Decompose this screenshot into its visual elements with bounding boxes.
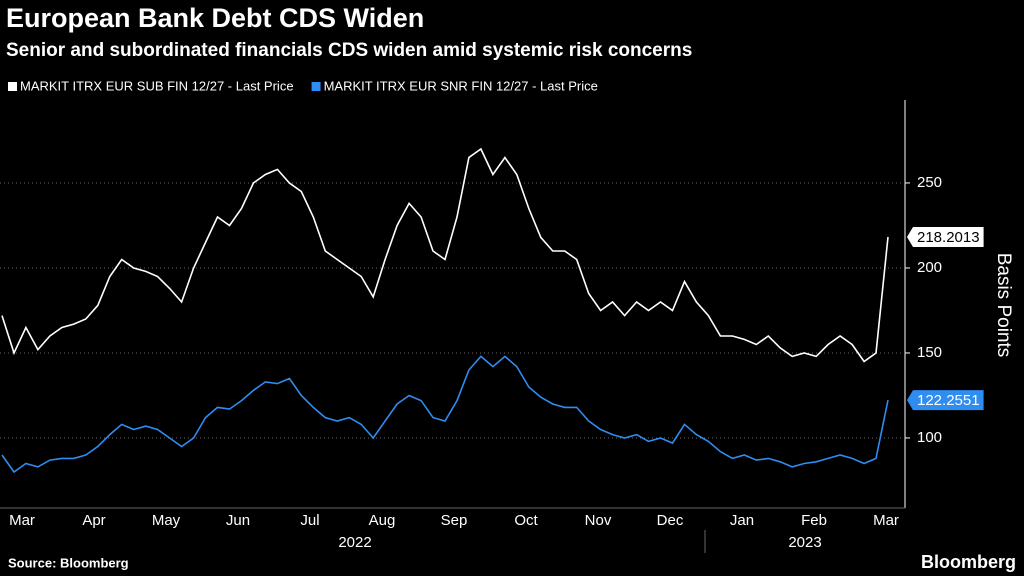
y-axis-label: Basis Points: [993, 253, 1014, 358]
legend-swatch: [8, 82, 17, 91]
line: [1, 147, 889, 363]
last-value-label: 122.2551: [917, 392, 980, 409]
y-tick-label: 150: [917, 344, 942, 361]
line: [1, 355, 889, 474]
y-tick-label: 200: [917, 259, 942, 276]
x-tick-label: Jan: [730, 512, 754, 529]
x-tick-label: Dec: [657, 512, 684, 529]
last-value-box: [907, 390, 984, 411]
legend-label: MARKIT ITRX EUR SNR FIN 12/27 - Last Pri…: [324, 78, 598, 93]
brand: Bloomberg: [921, 552, 1016, 572]
x-tick-label: Sep: [441, 512, 468, 529]
x-tick-label: Oct: [514, 512, 538, 529]
last-value-label: 218.2013: [917, 229, 980, 246]
legend-label: MARKIT ITRX EUR SUB FIN 12/27 - Last Pri…: [20, 78, 294, 93]
y-tick-label: 250: [917, 174, 942, 191]
legend-swatch: [311, 82, 321, 91]
x-tick-label: Nov: [585, 512, 612, 529]
chart-title: European Bank Debt CDS Widen: [6, 3, 424, 33]
x-tick-label: Mar: [873, 512, 899, 529]
source: Source: Bloomberg: [8, 555, 129, 570]
x-tick-label: Feb: [801, 512, 827, 529]
y-tick-label: 100: [917, 429, 942, 446]
x-tick-label: Mar: [9, 512, 35, 529]
x-tick-label: Jul: [300, 512, 319, 529]
last-value-box: [907, 227, 984, 248]
x-tick-label: Jun: [226, 512, 250, 529]
year-label: 2023: [788, 534, 821, 551]
x-tick-label: Apr: [82, 512, 105, 529]
x-tick-label: May: [152, 512, 181, 529]
x-tick-label: Aug: [369, 512, 396, 529]
chart-subtitle: Senior and subordinated financials CDS w…: [6, 40, 692, 61]
year-label: 2022: [338, 534, 371, 551]
